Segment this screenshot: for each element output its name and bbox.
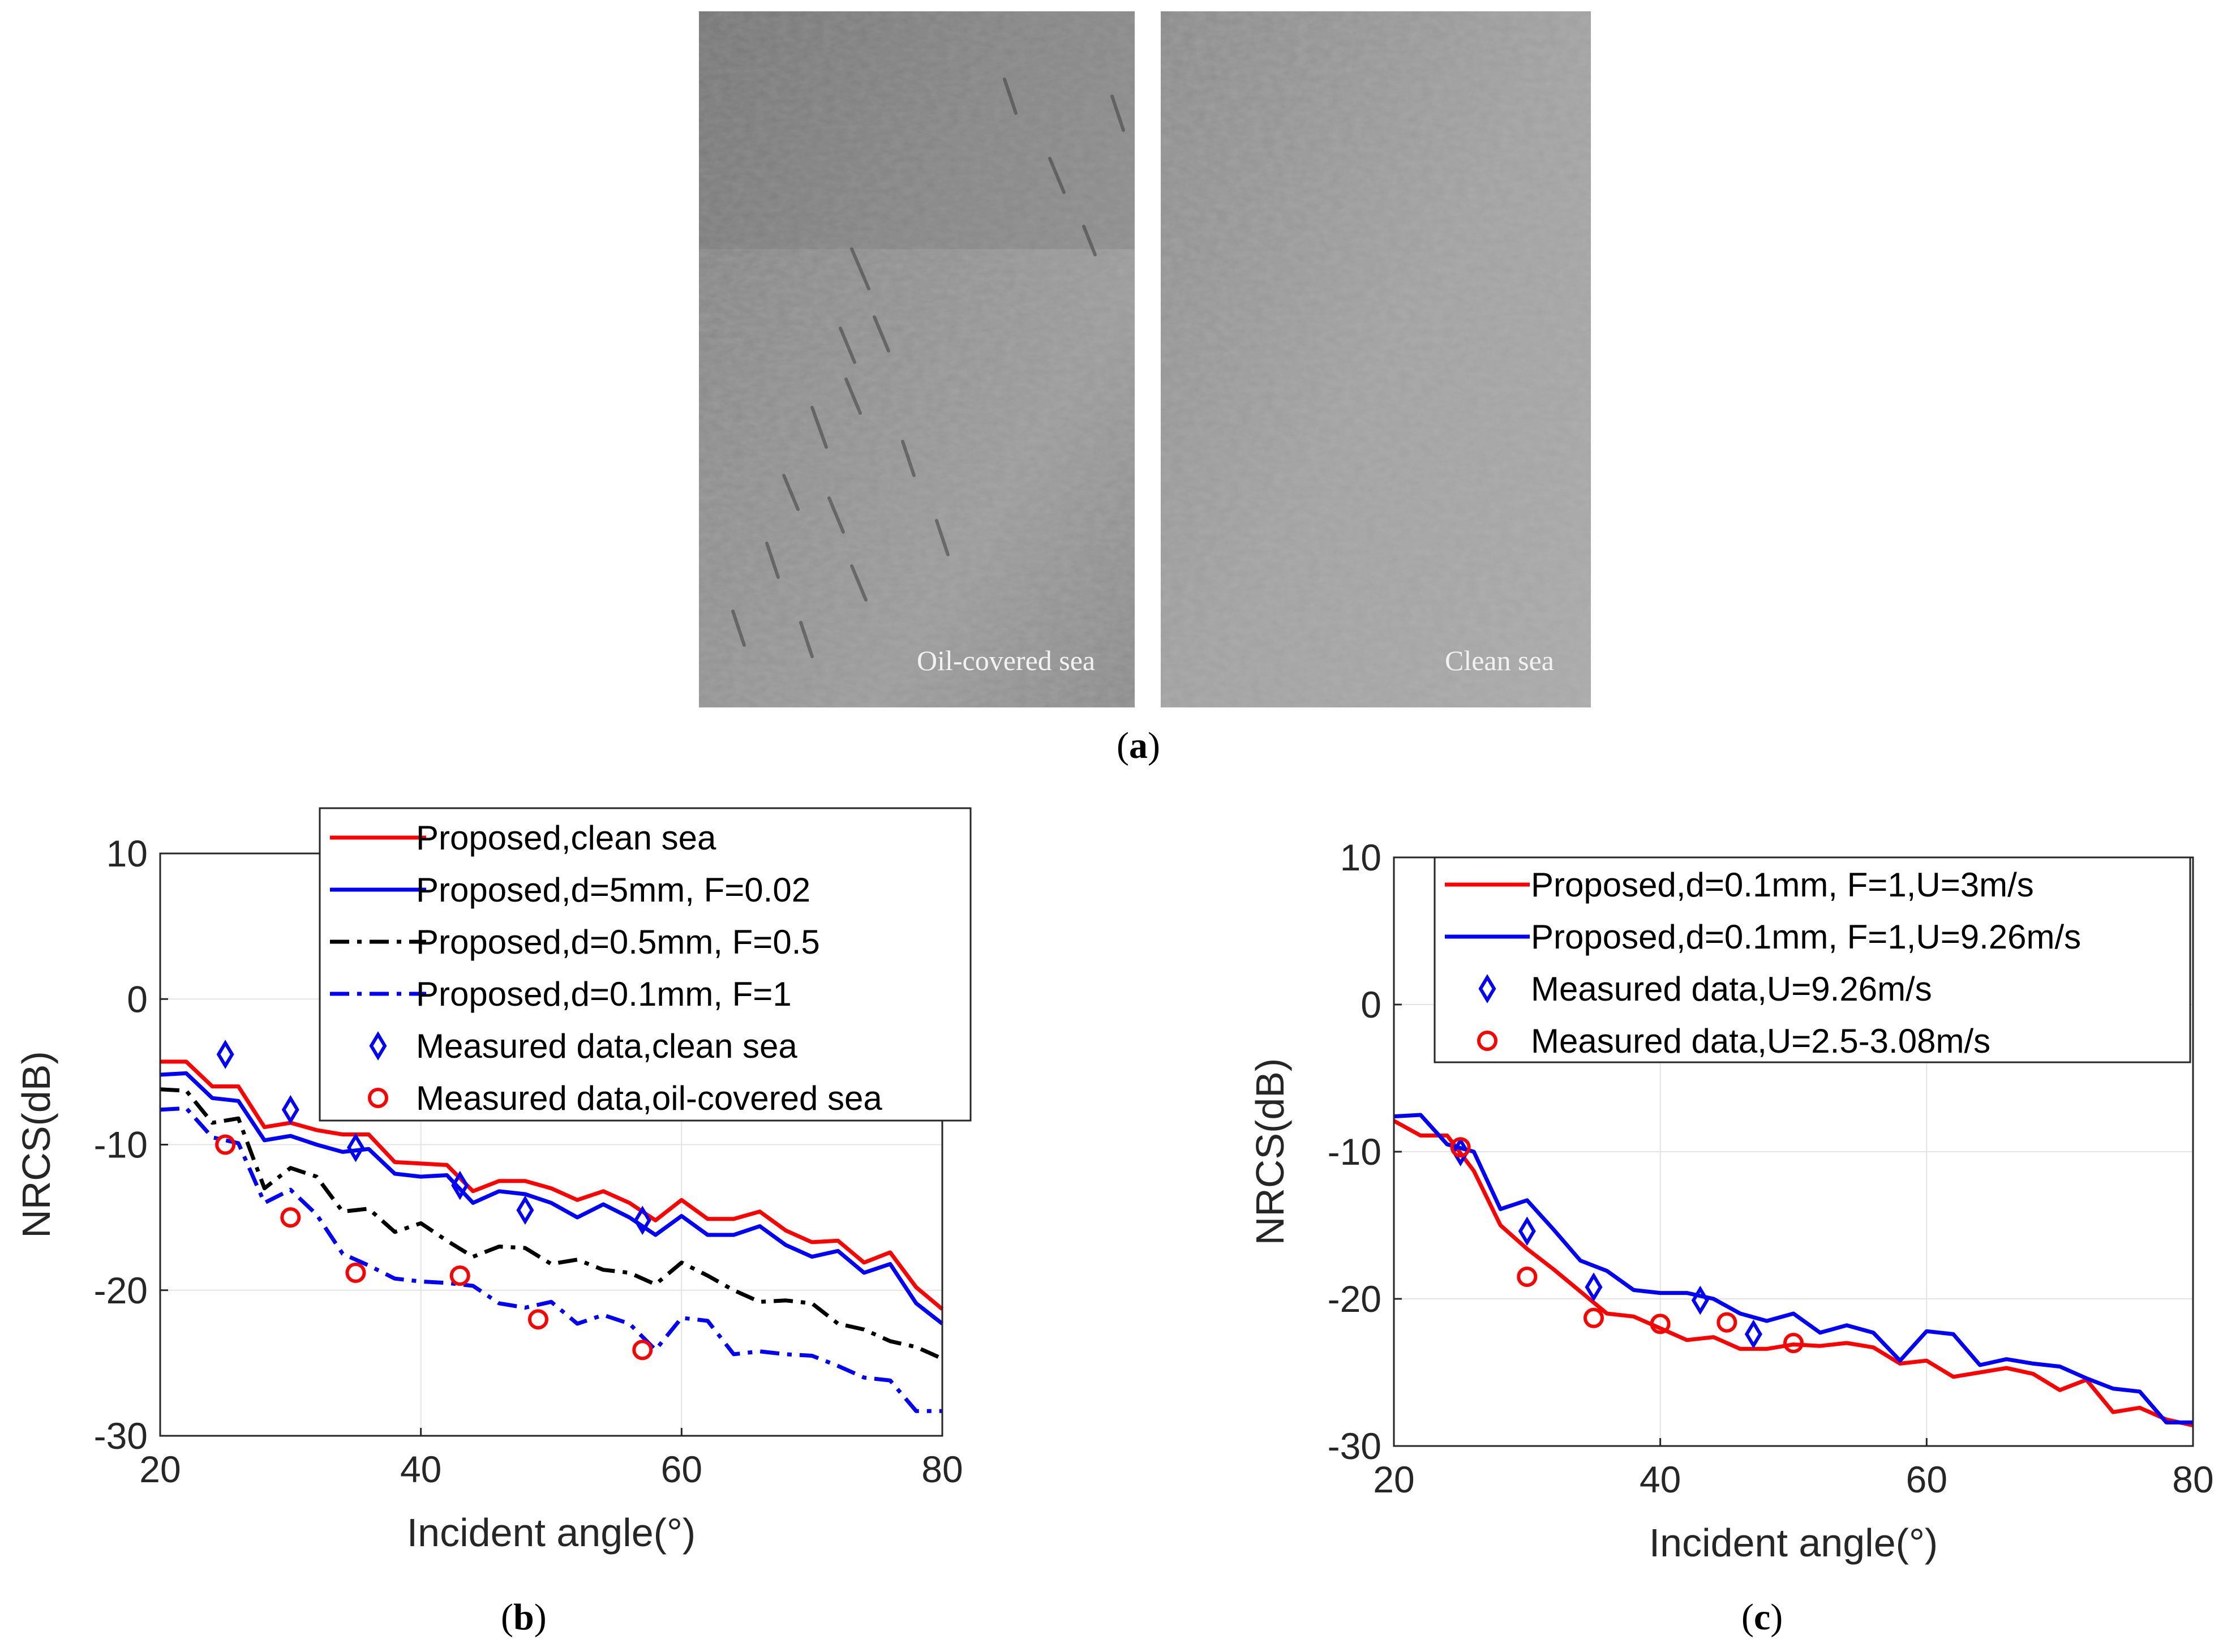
- chart-b-point: [516, 1195, 534, 1225]
- chart-c-legend-marker: [1478, 974, 1496, 1003]
- chart-b-series-4: [216, 1040, 651, 1235]
- caption-a-letter: a: [1128, 725, 1148, 766]
- chart-b-legend-label: Proposed,d=0.1mm, F=1: [416, 975, 792, 1013]
- chart-c-series-3: [1450, 1137, 1804, 1353]
- chart-b-x-tick-label: 20: [139, 1448, 181, 1490]
- chart-c-x-tick-label: 80: [2172, 1458, 2213, 1500]
- chart-c-x-tick-label: 20: [1373, 1458, 1414, 1500]
- chart-b-point: [345, 1262, 366, 1283]
- chart-c-point: [1744, 1319, 1762, 1349]
- chart-c-point: [1452, 1137, 1470, 1166]
- chart-b-series-3: [160, 1106, 942, 1413]
- chart-c-legend-marker: [1477, 1031, 1497, 1051]
- chart-c-y-tick-label: 0: [1361, 984, 1381, 1025]
- chart-c-y-tick-label: -20: [1328, 1278, 1381, 1320]
- chart-c-point: [1517, 1267, 1538, 1287]
- chart-b-x-tick-label: 80: [921, 1448, 963, 1490]
- chart-c-y-label: NRCS(dB): [1248, 1058, 1292, 1246]
- oil-covered-sea-image: Oil-covered sea: [699, 11, 1135, 707]
- clean-sea-label: Clean sea: [1445, 645, 1554, 676]
- chart-c-point: [1716, 1312, 1737, 1333]
- chart-c-x-tick-label: 40: [1640, 1458, 1681, 1500]
- chart-c-x-tick-label: 60: [1906, 1458, 1947, 1500]
- chart-c-point: [1518, 1216, 1536, 1246]
- chart-c-point: [1583, 1307, 1604, 1328]
- chart-b-legend-label: Measured data,oil-covered sea: [416, 1079, 882, 1117]
- chart-b-legend-label: Measured data,clean sea: [416, 1027, 797, 1065]
- chart-c-point: [1585, 1272, 1603, 1302]
- chart-b-point: [632, 1340, 653, 1361]
- oil-covered-sea-photo: [699, 11, 1135, 707]
- chart-b-point: [527, 1309, 548, 1330]
- chart-b-y-tick-label: -10: [94, 1124, 148, 1166]
- chart-c-y-tick-label: -10: [1328, 1131, 1381, 1173]
- caption-c-close: ): [1770, 1597, 1783, 1638]
- chart-c-legend-label: Proposed,d=0.1mm, F=1,U=9.26m/s: [1531, 918, 2081, 956]
- chart-b-legend-marker: [368, 1088, 388, 1108]
- chart-b-point: [451, 1170, 469, 1200]
- chart-c-legend-label: Proposed,d=0.1mm, F=1,U=3m/s: [1531, 866, 2034, 904]
- caption-a: (a): [1117, 724, 1160, 767]
- chart-b-y-label: NRCS(dB): [14, 1051, 58, 1238]
- chart-b-legend-label: Proposed,clean sea: [416, 819, 716, 857]
- chart-b-line-2: [160, 1087, 943, 1361]
- chart-b-x-label: Incident angle(°): [407, 1511, 696, 1555]
- chart-b-series-2: [160, 1087, 943, 1361]
- chart-b-legend-marker: [369, 1031, 387, 1061]
- chart-c-legend-box: [1434, 856, 2191, 1063]
- chart-b-point: [281, 1095, 299, 1125]
- chart-b-y-tick-label: -30: [94, 1415, 148, 1457]
- chart-b-x-tick-label: 40: [400, 1448, 441, 1490]
- chart-b-legend-box: [319, 807, 972, 1122]
- chart-b-point: [449, 1265, 470, 1286]
- chart-b-line-1: [160, 1071, 944, 1325]
- caption-c-open: (: [1741, 1597, 1754, 1638]
- caption-a-open: (: [1117, 725, 1129, 766]
- chart-c-y-tick-label: 10: [1340, 836, 1381, 878]
- chart-b-point: [347, 1132, 364, 1162]
- chart-c-point: [1450, 1137, 1471, 1158]
- caption-a-close: ): [1147, 725, 1160, 766]
- chart-b-series-1: [160, 1071, 944, 1325]
- chart-b-legend: Proposed,clean sea Proposed,d=5mm, F=0.02…: [319, 807, 972, 1122]
- chart-b-line-3: [160, 1106, 942, 1413]
- chart-c-point: [1691, 1285, 1709, 1315]
- chart-c-legend-label: Measured data,U=9.26m/s: [1531, 970, 1932, 1008]
- caption-b-close: ): [534, 1597, 547, 1638]
- clean-sea-image: Clean sea: [1161, 11, 1591, 707]
- chart-b-x-tick-label: 60: [661, 1448, 702, 1490]
- chart-b-point: [280, 1207, 301, 1228]
- chart-b-legend-label: Proposed,d=5mm, F=0.02: [416, 871, 810, 909]
- chart-c-series-2: [1452, 1137, 1762, 1349]
- chart-b-point: [633, 1205, 651, 1235]
- chart-c-x-label: Incident angle(°): [1649, 1521, 1938, 1565]
- caption-b-open: (: [501, 1597, 513, 1638]
- chart-c-legend-label: Measured data,U=2.5-3.08m/s: [1531, 1022, 1990, 1060]
- chart-c-point: [1650, 1314, 1671, 1335]
- chart-c-series-0: [1393, 1119, 2194, 1428]
- chart-c-line-0: [1393, 1119, 2194, 1428]
- clean-sea-photo: [1161, 11, 1591, 707]
- chart-b-y-tick-label: -20: [94, 1269, 148, 1311]
- chart-c-line-1: [1393, 1113, 2193, 1424]
- caption-b-letter: b: [513, 1597, 534, 1638]
- caption-b: (b): [501, 1596, 547, 1639]
- chart-b-y-tick-label: 10: [106, 833, 148, 874]
- caption-c: (c): [1741, 1596, 1783, 1639]
- oil-covered-sea-label: Oil-covered sea: [917, 645, 1096, 676]
- chart-c-legend: Proposed,d=0.1mm, F=1,U=3m/s Proposed,d=0…: [1434, 856, 2191, 1063]
- caption-c-letter: c: [1753, 1597, 1771, 1638]
- chart-b-legend-label: Proposed,d=0.5mm, F=0.5: [416, 923, 820, 961]
- chart-c-y-tick-label: -30: [1328, 1425, 1381, 1467]
- chart-b-point: [216, 1040, 234, 1069]
- chart-b-series-5: [215, 1134, 653, 1361]
- chart-b-y-tick-label: 0: [127, 978, 148, 1020]
- chart-c-series-1: [1393, 1113, 2193, 1424]
- chart-c-point: [1783, 1333, 1804, 1353]
- chart-b-point: [215, 1134, 236, 1155]
